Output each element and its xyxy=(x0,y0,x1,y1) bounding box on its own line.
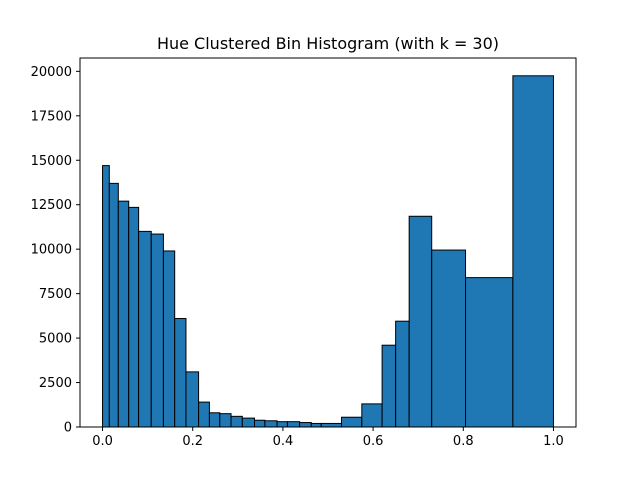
x-tick-label: 0.4 xyxy=(273,434,294,449)
y-tick-label: 10000 xyxy=(31,243,72,258)
histogram-bar xyxy=(117,200,130,428)
histogram-bar xyxy=(299,422,312,428)
histogram-bar xyxy=(219,413,232,428)
histogram-bar xyxy=(108,182,119,428)
x-axis-ticks: 0.0 0.2 0.4 0.6 0.8 1.0 xyxy=(92,427,564,449)
histogram-bar xyxy=(102,165,110,428)
y-tick-label: 12500 xyxy=(31,198,72,213)
histogram-bar xyxy=(395,320,410,428)
y-tick-label: 5000 xyxy=(39,332,72,347)
x-tick-label: 0.8 xyxy=(453,434,474,449)
histogram-bar xyxy=(408,215,433,428)
x-tick-label: 1.0 xyxy=(543,434,564,449)
histogram-bar xyxy=(150,233,164,428)
histogram-bar xyxy=(138,230,152,428)
histogram-bar xyxy=(431,249,467,428)
histogram-bar xyxy=(198,401,210,428)
histogram-bar xyxy=(286,421,301,428)
histogram-bar xyxy=(465,277,514,428)
histogram-bar xyxy=(381,344,397,428)
histogram-bar xyxy=(208,412,221,428)
histogram-bar xyxy=(512,75,554,428)
histogram-bar xyxy=(185,371,200,428)
x-tick-label: 0.0 xyxy=(92,434,113,449)
chart-title: Hue Clustered Bin Histogram (with k = 30… xyxy=(157,34,499,53)
bars-layer xyxy=(102,75,554,428)
histogram-bar xyxy=(230,415,243,428)
x-tick-label: 0.6 xyxy=(363,434,384,449)
histogram-bar xyxy=(254,419,266,428)
histogram-bar xyxy=(320,422,343,428)
histogram-bar xyxy=(276,421,288,428)
y-tick-label: 17500 xyxy=(31,109,72,124)
histogram-bar xyxy=(162,250,176,428)
y-tick-label: 20000 xyxy=(31,65,72,80)
histogram-bar xyxy=(264,420,278,428)
histogram-bar xyxy=(341,416,363,428)
histogram-bar xyxy=(241,417,256,428)
y-axis-ticks: 0 2500 5000 7500 10000 12500 15000 17500 20000 xyxy=(31,65,80,436)
histogram-bar xyxy=(310,422,322,428)
x-tick-label: 0.2 xyxy=(182,434,203,449)
y-tick-label: 2500 xyxy=(39,376,72,391)
y-tick-label: 0 xyxy=(64,421,72,436)
y-tick-label: 15000 xyxy=(31,154,72,169)
histogram-bar xyxy=(128,206,140,428)
histogram-bar xyxy=(361,403,383,428)
histogram-bar xyxy=(174,318,187,428)
axes-frame xyxy=(79,57,577,428)
y-tick-label: 7500 xyxy=(39,287,72,302)
